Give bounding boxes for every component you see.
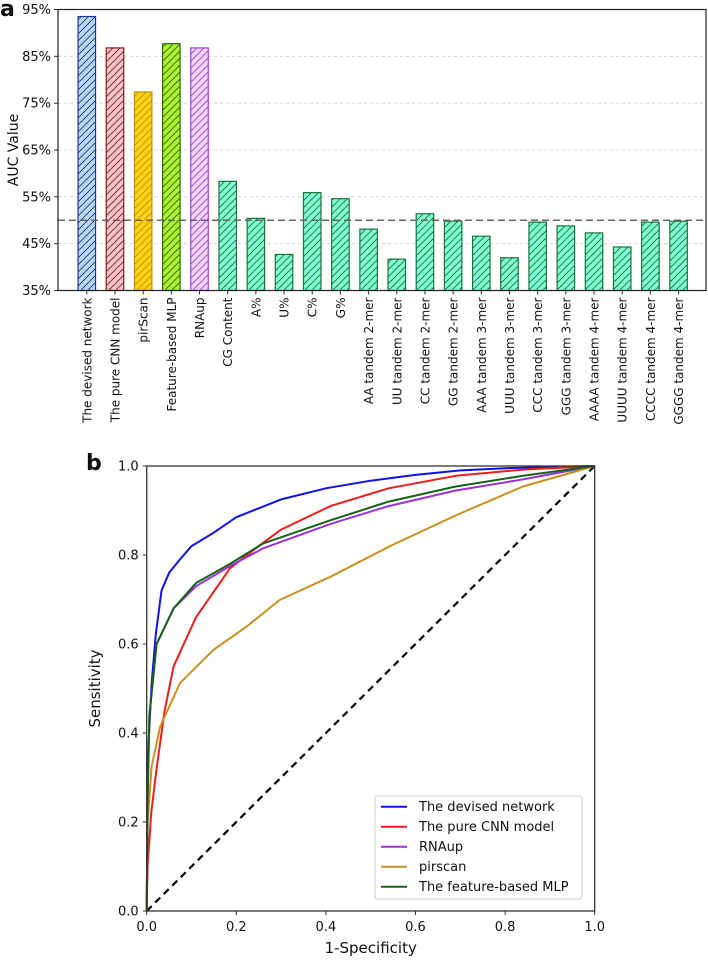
bar <box>443 220 463 292</box>
y-tick-label: 55% <box>22 190 51 205</box>
roc-curve <box>145 465 595 912</box>
plot-frame <box>146 465 596 912</box>
x-tick-label: AAAA tandem 4-mer <box>588 297 602 421</box>
legend-item: The devised network <box>381 800 555 815</box>
x-tick-label: CCCC tandem 4-mer <box>644 297 658 421</box>
x-tick-label: CCC tandem 3-mer <box>531 297 545 412</box>
panel-label: b <box>86 451 102 476</box>
bar <box>471 235 491 292</box>
bar <box>359 228 378 292</box>
legend-item: The pure CNN model <box>381 820 554 835</box>
bar <box>246 217 266 292</box>
bar <box>105 47 125 292</box>
legend-label: The devised network <box>418 800 555 815</box>
y-tick-label: 85% <box>22 50 51 65</box>
bar <box>641 221 660 292</box>
x-tick-label: CG Content <box>221 297 235 367</box>
y-tick-label: 0.0 <box>118 905 139 920</box>
bar <box>274 253 294 292</box>
x-tick-label: C% <box>306 298 320 318</box>
bar <box>387 258 407 292</box>
bar <box>669 220 688 292</box>
x-tick-label: UUUU tandem 4-mer <box>616 297 630 422</box>
legend-box <box>374 795 583 900</box>
x-tick-label: U% <box>278 298 292 318</box>
x-tick-label: A% <box>249 298 263 318</box>
legend-item: pirscan <box>381 860 466 875</box>
panel-label: a <box>0 0 15 22</box>
x-tick-label: GG tandem 2-mer <box>447 297 461 406</box>
y-tick-label: 0.4 <box>118 727 139 742</box>
diagonal-reference-line <box>145 465 596 912</box>
roc-curve <box>145 465 595 912</box>
x-tick-label: 0.2 <box>226 920 247 935</box>
y-axis-label: Sensitivity <box>86 649 104 727</box>
bar <box>556 225 576 292</box>
x-tick-label: GGGG tandem 4-mer <box>672 297 686 424</box>
plot-frame <box>57 8 707 292</box>
y-tick-label: 1.0 <box>118 460 139 475</box>
panel-b-roc-chart: 0.0 0.2 0.4 0.6 0.8 1.0 0.0 0.2 0.4 0.6 0.8 1.0 The … <box>86 451 605 957</box>
x-tick-label: 0.6 <box>405 920 426 935</box>
x-tick-label: pirScan <box>137 298 151 343</box>
y-tick-label: 95% <box>22 3 51 18</box>
x-tick-label: AAA tandem 3-mer <box>475 297 489 412</box>
bar <box>161 43 181 292</box>
y-tick-label: 0.2 <box>118 816 139 831</box>
y-tick-label: 35% <box>22 284 51 299</box>
y-tick-label: 0.8 <box>118 549 139 564</box>
bar <box>133 91 153 292</box>
x-tick-label: RNAup <box>193 298 207 339</box>
panel-a-bar-chart: 35% 45% 55% 65% 75% 85% 95% The devised network… <box>0 0 707 425</box>
x-tick-label: 0.4 <box>316 920 337 935</box>
legend: The devised network The pure CNN model RNA… <box>374 795 583 900</box>
x-tick-label: 0.0 <box>136 920 157 935</box>
x-tick-label: AA tandem 2-mer <box>362 297 376 404</box>
bar <box>218 180 238 292</box>
y-axis-label: AUC Value <box>6 114 22 187</box>
legend-label: The pure CNN model <box>418 820 554 835</box>
bar <box>584 232 604 292</box>
x-tick-label: Feature-based MLP <box>165 298 179 412</box>
bar <box>302 192 322 292</box>
y-tick-label: 75% <box>22 97 51 112</box>
x-tick-label: 1.0 <box>584 920 605 935</box>
x-tick-label: 0.8 <box>495 920 516 935</box>
y-tick-label: 45% <box>22 237 51 252</box>
x-tick-label: UUU tandem 3-mer <box>503 297 517 413</box>
bar <box>612 246 632 292</box>
bar <box>528 221 548 292</box>
roc-curve <box>145 465 595 912</box>
legend-item: RNAup <box>381 840 463 855</box>
bar <box>500 257 519 292</box>
y-tick-label: 65% <box>22 144 51 159</box>
x-tick-label: CC tandem 2-mer <box>418 297 432 404</box>
y-tick-label: 0.6 <box>118 638 139 653</box>
bar <box>331 198 350 292</box>
bar <box>77 15 97 292</box>
roc-curve <box>145 465 595 912</box>
bar <box>190 47 209 292</box>
legend-label: The feature-based MLP <box>418 880 569 895</box>
bar <box>415 213 435 292</box>
x-axis-label: 1-Specificity <box>325 939 417 957</box>
x-tick-label: The devised network <box>80 297 94 423</box>
x-tick-label: The pure CNN model <box>108 298 122 424</box>
legend-item: The feature-based MLP <box>381 880 569 895</box>
legend-label: pirscan <box>419 860 466 875</box>
x-tick-label: G% <box>334 298 348 319</box>
legend-label: RNAup <box>419 840 463 855</box>
x-tick-label: UU tandem 2-mer <box>390 297 404 405</box>
x-tick-label: GGG tandem 3-mer <box>559 297 573 415</box>
